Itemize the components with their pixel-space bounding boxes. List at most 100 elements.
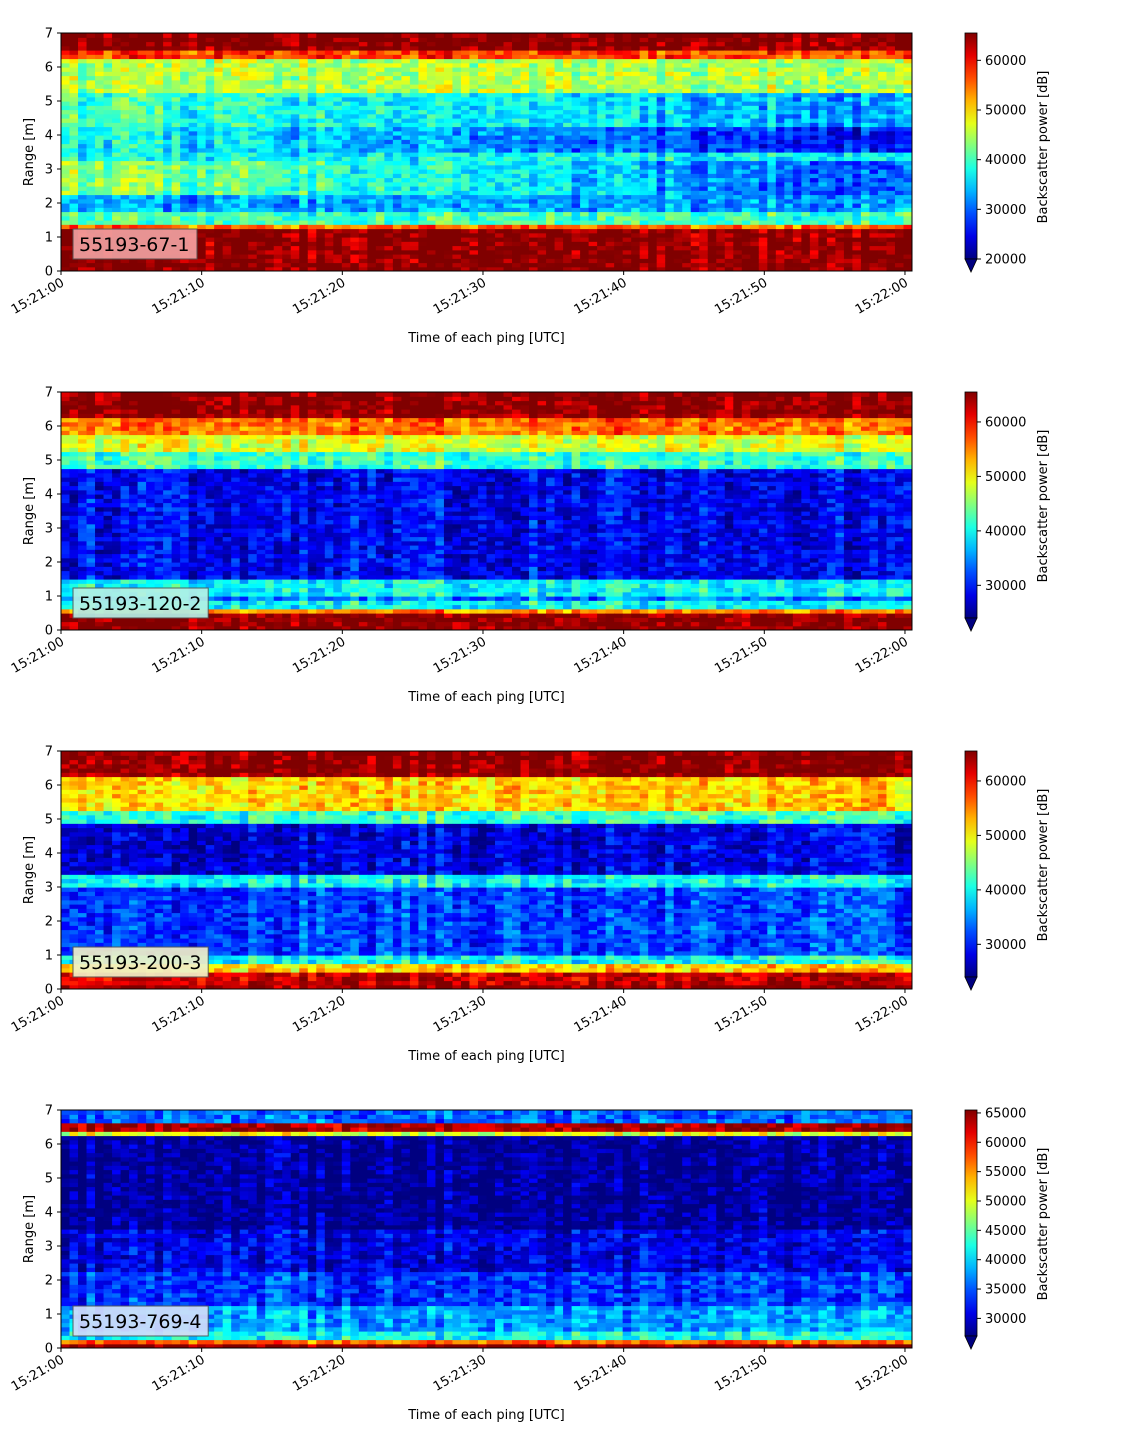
x-tick-label: 15:21:00	[9, 1352, 67, 1394]
colorbar-tick-label: 30000	[985, 1312, 1026, 1327]
y-tick-label: 4	[45, 488, 53, 503]
heatmap-cells	[61, 33, 912, 271]
colorbar-tick-label: 40000	[985, 883, 1026, 898]
x-tick-label: 15:21:30	[431, 1352, 489, 1394]
x-tick-label: 15:21:50	[712, 634, 770, 676]
x-tick-label: 15:22:00	[853, 1352, 911, 1394]
colorbar-tick-label: 60000	[985, 774, 1026, 789]
x-tick-label: 15:21:30	[431, 634, 489, 676]
colorbar-extend-arrow	[964, 258, 978, 273]
panel-2: 0 1 2 3 4 5 6 7 15:21:00 15:21:10 15:21:20 15:21:30…	[9, 386, 1051, 706]
colorbar	[964, 391, 978, 619]
y-tick-label: 5	[45, 813, 53, 828]
y-tick-label: 7	[45, 745, 53, 760]
x-tick-label: 15:21:10	[150, 1352, 208, 1394]
y-tick-label: 6	[45, 1138, 53, 1153]
x-tick-label: 15:21:40	[572, 634, 630, 676]
axes-frame	[60, 1109, 913, 1349]
x-tick-label: 15:22:00	[853, 275, 911, 317]
colorbar-tick-label: 40000	[985, 524, 1026, 539]
colorbar	[964, 32, 978, 260]
x-tick-label: 15:21:50	[712, 1352, 770, 1394]
panel-4: 0 1 2 3 4 5 6 7 15:21:00 15:21:10 15:21:20 15:21:30…	[9, 1104, 1051, 1424]
x-tick-label: 15:21:40	[572, 275, 630, 317]
y-axis-label: Range [m]	[22, 477, 37, 545]
y-tick-label: 7	[45, 386, 53, 401]
x-tick-label: 15:21:30	[431, 993, 489, 1035]
colorbar-tick-label: 40000	[985, 153, 1026, 168]
colorbar-tick-label: 65000	[985, 1106, 1026, 1121]
y-tick-label: 4	[45, 129, 53, 144]
colorbar-label: Backscatter power [dB]	[1036, 430, 1051, 583]
y-tick-label: 5	[45, 454, 53, 469]
y-tick-label: 0	[45, 624, 53, 639]
axes-frame	[60, 750, 913, 990]
panel-label: 55193-200-3	[79, 952, 202, 974]
heatmap-cells	[61, 751, 912, 989]
y-tick-label: 4	[45, 847, 53, 862]
y-tick-label: 2	[45, 915, 53, 930]
colorbar-tick-label: 30000	[985, 203, 1026, 218]
y-tick-label: 6	[45, 420, 53, 435]
colorbar-tick-label: 60000	[985, 415, 1026, 430]
x-tick-label: 15:22:00	[853, 993, 911, 1035]
colorbar	[964, 750, 978, 978]
x-tick-label: 15:21:20	[290, 1352, 348, 1394]
colorbar-extend-arrow	[964, 617, 978, 632]
y-tick-label: 4	[45, 1206, 53, 1221]
y-tick-label: 3	[45, 522, 53, 537]
y-tick-label: 5	[45, 1172, 53, 1187]
y-tick-label: 1	[45, 231, 53, 246]
panel-3: 0 1 2 3 4 5 6 7 15:21:00 15:21:10 15:21:20 15:21:30…	[9, 745, 1051, 1065]
colorbar-tick-label: 60000	[985, 54, 1026, 69]
heatmap-cells	[61, 1110, 912, 1348]
y-tick-label: 0	[45, 1342, 53, 1357]
y-tick-label: 2	[45, 197, 53, 212]
panel-label-box	[72, 946, 209, 978]
x-axis-label: Time of each ping [UTC]	[407, 1408, 565, 1423]
colorbar-extend-arrow	[964, 976, 978, 991]
colorbar-tick-label: 60000	[985, 1136, 1026, 1151]
colorbar-label: Backscatter power [dB]	[1036, 1148, 1051, 1301]
axes-frame	[60, 32, 913, 272]
colorbar-tick-label: 35000	[985, 1283, 1026, 1298]
colorbar-tick-label: 30000	[985, 938, 1026, 953]
x-tick-label: 15:21:20	[290, 275, 348, 317]
colorbar-tick-label: 50000	[985, 829, 1026, 844]
colorbar-tick-label: 55000	[985, 1165, 1026, 1180]
colorbar	[964, 1109, 978, 1337]
x-tick-label: 15:21:20	[290, 993, 348, 1035]
colorbar-tick-label: 40000	[985, 1253, 1026, 1268]
y-tick-label: 3	[45, 163, 53, 178]
x-axis-label: Time of each ping [UTC]	[407, 331, 565, 346]
axes-frame	[60, 391, 913, 631]
y-tick-label: 3	[45, 1240, 53, 1255]
y-axis-label: Range [m]	[22, 118, 37, 186]
x-tick-label: 15:21:50	[712, 993, 770, 1035]
panel-label-box	[72, 228, 198, 260]
y-tick-label: 1	[45, 949, 53, 964]
x-tick-label: 15:21:20	[290, 634, 348, 676]
colorbar-tick-label: 50000	[985, 103, 1026, 118]
x-tick-label: 15:21:30	[431, 275, 489, 317]
x-tick-label: 15:21:10	[150, 275, 208, 317]
colorbar-extend-arrow	[964, 1335, 978, 1350]
colorbar-tick-label: 30000	[985, 579, 1026, 594]
x-tick-label: 15:21:10	[150, 993, 208, 1035]
panel-label: 55193-120-2	[79, 593, 202, 615]
colorbar-label: Backscatter power [dB]	[1036, 71, 1051, 224]
colorbar-tick-label: 20000	[985, 253, 1026, 268]
panel-label-box	[72, 1305, 209, 1337]
y-tick-label: 0	[45, 983, 53, 998]
x-tick-label: 15:21:00	[9, 634, 67, 676]
y-tick-label: 1	[45, 1308, 53, 1323]
y-tick-label: 2	[45, 556, 53, 571]
x-tick-label: 15:22:00	[853, 634, 911, 676]
colorbar-tick-label: 45000	[985, 1224, 1026, 1239]
y-axis-label: Range [m]	[22, 1195, 37, 1263]
y-tick-label: 0	[45, 265, 53, 280]
colorbar-label: Backscatter power [dB]	[1036, 789, 1051, 942]
y-tick-label: 6	[45, 61, 53, 76]
y-tick-label: 7	[45, 27, 53, 42]
